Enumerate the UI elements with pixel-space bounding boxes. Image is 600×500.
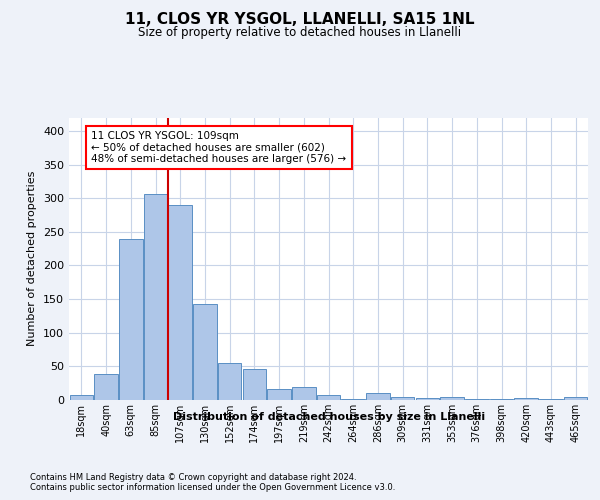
Text: Distribution of detached houses by size in Llanelli: Distribution of detached houses by size … — [173, 412, 485, 422]
Text: Contains HM Land Registry data © Crown copyright and database right 2024.: Contains HM Land Registry data © Crown c… — [30, 472, 356, 482]
Bar — [94, 374, 118, 400]
Bar — [144, 194, 167, 400]
Bar — [366, 394, 389, 400]
Bar — [416, 398, 439, 400]
Text: 11 CLOS YR YSGOL: 109sqm
← 50% of detached houses are smaller (602)
48% of semi-: 11 CLOS YR YSGOL: 109sqm ← 50% of detach… — [91, 131, 346, 164]
Bar — [268, 388, 291, 400]
Bar — [341, 398, 365, 400]
Bar — [169, 205, 192, 400]
Bar — [218, 363, 241, 400]
Bar — [193, 304, 217, 400]
Bar — [440, 398, 464, 400]
Text: 11, CLOS YR YSGOL, LLANELLI, SA15 1NL: 11, CLOS YR YSGOL, LLANELLI, SA15 1NL — [125, 12, 475, 28]
Bar — [119, 238, 143, 400]
Bar — [317, 394, 340, 400]
Bar — [242, 369, 266, 400]
Y-axis label: Number of detached properties: Number of detached properties — [28, 171, 37, 346]
Bar — [70, 396, 93, 400]
Bar — [391, 396, 415, 400]
Bar — [539, 398, 563, 400]
Bar — [564, 396, 587, 400]
Text: Size of property relative to detached houses in Llanelli: Size of property relative to detached ho… — [139, 26, 461, 39]
Text: Contains public sector information licensed under the Open Government Licence v3: Contains public sector information licen… — [30, 484, 395, 492]
Bar — [465, 398, 488, 400]
Bar — [292, 387, 316, 400]
Bar — [514, 398, 538, 400]
